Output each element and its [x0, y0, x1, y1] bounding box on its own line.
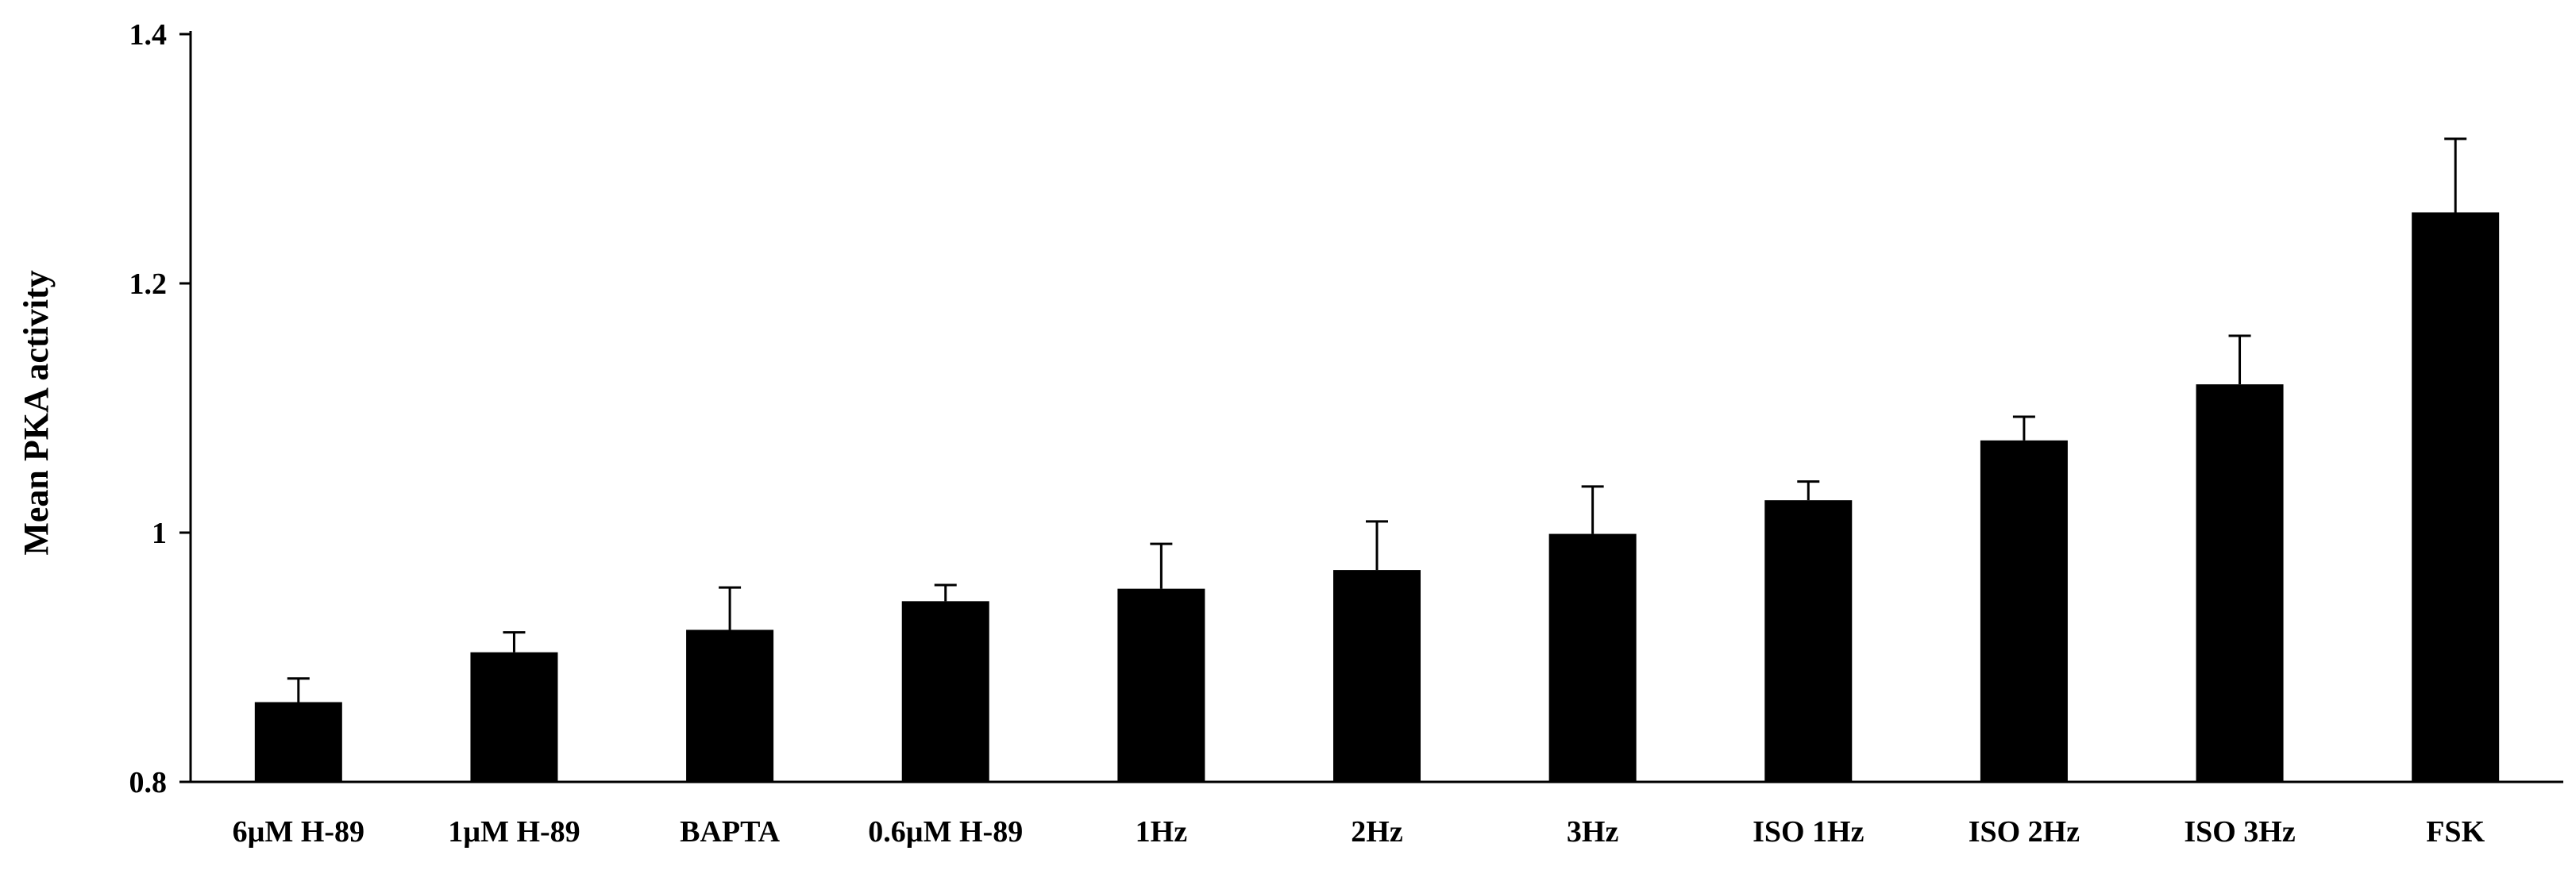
- bar: [1333, 570, 1421, 782]
- bar: [1764, 500, 1853, 782]
- bar: [1980, 440, 2068, 782]
- bar: [2412, 212, 2500, 782]
- y-axis-title-group: Mean PKA activity: [17, 270, 56, 555]
- x-tick-label: FSK: [2426, 815, 2485, 849]
- bar: [901, 601, 989, 782]
- x-tick-label: ISO 3Hz: [2184, 815, 2296, 849]
- bar: [1117, 588, 1205, 782]
- bars: [254, 212, 2500, 782]
- y-axis-ticks: 0.8 1 1.2 1.4: [129, 18, 191, 799]
- bar: [470, 652, 558, 782]
- y-tick-label: 1: [152, 517, 167, 550]
- x-tick-label: 0.6µM H-89: [868, 815, 1023, 849]
- bar: [1548, 533, 1637, 782]
- y-tick-label: 1.4: [129, 18, 168, 52]
- error-bars: [287, 137, 2467, 703]
- x-tick-label: ISO 2Hz: [1969, 815, 2080, 849]
- y-axis-title: Mean PKA activity: [17, 270, 56, 555]
- x-tick-label: 1µM H-89: [448, 815, 580, 849]
- x-tick-label: 2Hz: [1351, 815, 1403, 849]
- bar: [686, 629, 774, 782]
- bar: [254, 702, 342, 782]
- y-tick-label: 1.2: [129, 268, 168, 301]
- x-tick-label: ISO 1Hz: [1753, 815, 1865, 849]
- y-tick-label: 0.8: [129, 766, 168, 799]
- x-tick-label: 3Hz: [1567, 815, 1619, 849]
- bar: [2196, 384, 2284, 782]
- x-tick-label: BAPTA: [680, 815, 781, 849]
- x-axis-labels: 6µM H-89 1µM H-89 BAPTA 0.6µM H-89 1Hz 2Hz 3Hz…: [233, 815, 2485, 849]
- x-tick-label: 1Hz: [1136, 815, 1188, 849]
- x-tick-label: 6µM H-89: [233, 815, 364, 849]
